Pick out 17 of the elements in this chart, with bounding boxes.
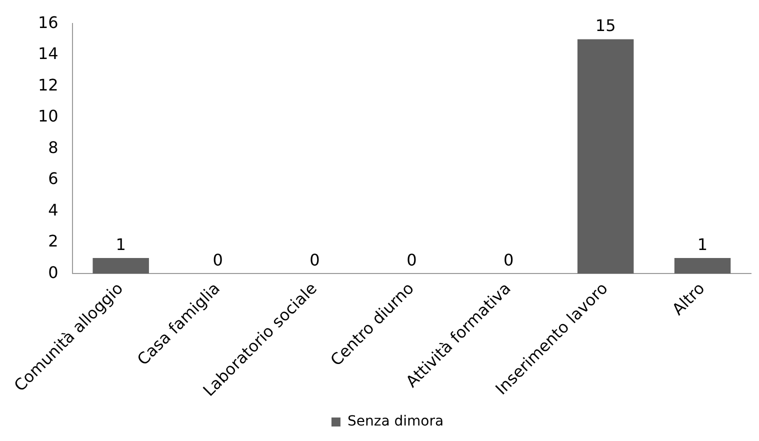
- y-tick-label: 6: [48, 169, 58, 188]
- data-label: 15: [595, 16, 616, 36]
- y-tick-label: 12: [38, 75, 58, 94]
- y-tick-label: 0: [48, 262, 58, 282]
- y-tick-label: 4: [48, 200, 58, 220]
- data-label: 0: [212, 250, 223, 270]
- data-label: 0: [406, 250, 417, 270]
- legend-label: Senza dimora: [347, 414, 444, 430]
- data-label: 0: [504, 250, 514, 270]
- y-tick-label: 16: [38, 12, 58, 32]
- y-tick-label: 8: [48, 138, 58, 157]
- data-label: 1: [697, 234, 708, 254]
- data-label: 1: [116, 234, 126, 254]
- y-tick-label: 10: [38, 106, 58, 126]
- y-tick-label: 14: [38, 44, 58, 64]
- data-label: 0: [310, 250, 320, 270]
- y-tick-label: 2: [48, 232, 58, 251]
